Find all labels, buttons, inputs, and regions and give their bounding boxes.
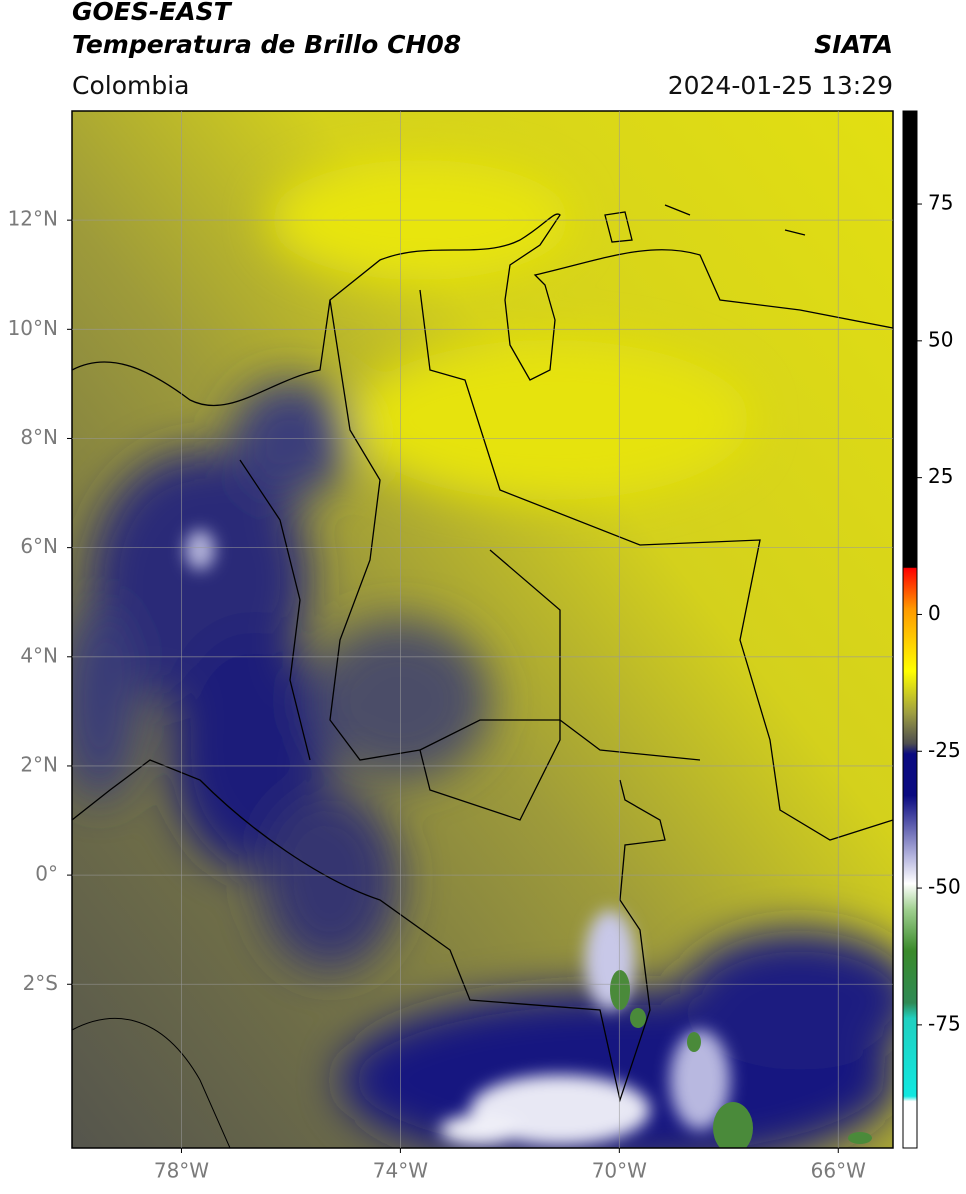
colorbar-tick-label: 25 [928,464,953,488]
colorbar-tick-label: 50 [928,327,953,351]
cloud [260,790,400,970]
y-tick-label: 6°N [20,534,58,558]
y-tick-label: 12°N [8,207,58,231]
cloud [687,1032,701,1052]
region: Colombia [72,71,189,100]
y-tick-label: 0° [35,862,58,886]
coastline [72,1018,231,1148]
cloud [630,1008,646,1028]
cloud [670,1030,730,1130]
department-borders [239,459,701,761]
y-tick-label: 8°N [20,425,58,449]
border [72,759,666,1103]
x-tick-label: 78°W [154,1159,209,1183]
product: Temperatura de Brillo CH08 [72,30,461,59]
cloud [230,380,350,500]
y-tick-label: 2°S [23,971,58,995]
satellite: GOES-EAST [72,0,233,26]
colorbar-tick-label: 75 [928,191,953,215]
map-frame [71,110,894,1149]
cloud [72,600,140,800]
x-tick-label: 70°W [592,1159,647,1183]
y-tick-label: 10°N [8,316,58,340]
cloud [185,530,215,570]
cloud [610,970,630,1010]
cloud [848,1132,872,1144]
x-tick-label: 66°W [811,1159,866,1183]
datetime: 2024-01-25 13:29 [668,71,893,100]
border [419,289,893,841]
cloud [350,340,750,500]
source: SIATA [814,30,893,59]
y-tick-label: 2°N [20,752,58,776]
colorbar-tick-label: 0 [928,601,941,625]
satellite-image [72,111,893,1148]
colorbar-tick-label: -75 [928,1011,961,1035]
borders [72,204,893,1148]
islands [604,204,806,243]
cloud [680,930,893,1070]
coastline [72,213,893,407]
department-borders [329,299,561,821]
colorbar [902,110,918,1149]
cloud [440,1115,520,1145]
colorbar-tick-label: -50 [928,875,961,899]
x-tick-label: 74°W [373,1159,428,1183]
cloud [713,1102,753,1148]
grid [72,111,893,1148]
colorbar-tick-label: -25 [928,738,961,762]
y-tick-label: 4°N [20,643,58,667]
